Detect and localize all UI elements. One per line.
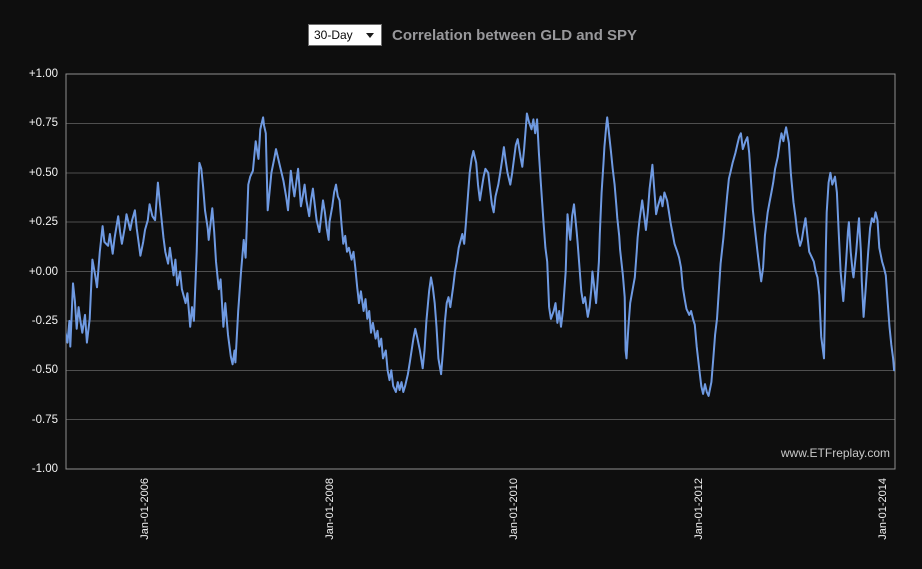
chevron-down-icon bbox=[366, 32, 374, 38]
period-dropdown[interactable]: 30-Day bbox=[308, 24, 382, 46]
y-axis-label: -0.25 bbox=[31, 314, 58, 327]
y-axis-label: +0.00 bbox=[28, 265, 58, 278]
y-axis-label: +0.75 bbox=[28, 117, 58, 130]
correlation-line bbox=[66, 112, 895, 397]
y-axis-label: -1.00 bbox=[31, 463, 58, 475]
x-axis-label: Jan-01-2008 bbox=[323, 478, 336, 540]
y-axis-label: -0.75 bbox=[31, 413, 58, 426]
x-axis-label: Jan-01-2012 bbox=[692, 478, 705, 540]
plot-border bbox=[65, 73, 896, 470]
y-axis-label: +1.00 bbox=[28, 68, 58, 80]
x-axis-label: Jan-01-2014 bbox=[877, 478, 889, 540]
y-axis-label: +0.50 bbox=[28, 166, 58, 179]
y-axis-label: -0.50 bbox=[31, 364, 58, 377]
chart-title: Correlation between GLD and SPY bbox=[392, 27, 638, 44]
period-dropdown-value: 30-Day bbox=[314, 28, 353, 42]
x-axis-label: Jan-01-2006 bbox=[139, 478, 151, 540]
y-axis-label: +0.25 bbox=[28, 216, 58, 229]
x-axis-label: Jan-01-2010 bbox=[508, 478, 520, 540]
watermark: www.ETFreplay.com bbox=[780, 446, 890, 460]
